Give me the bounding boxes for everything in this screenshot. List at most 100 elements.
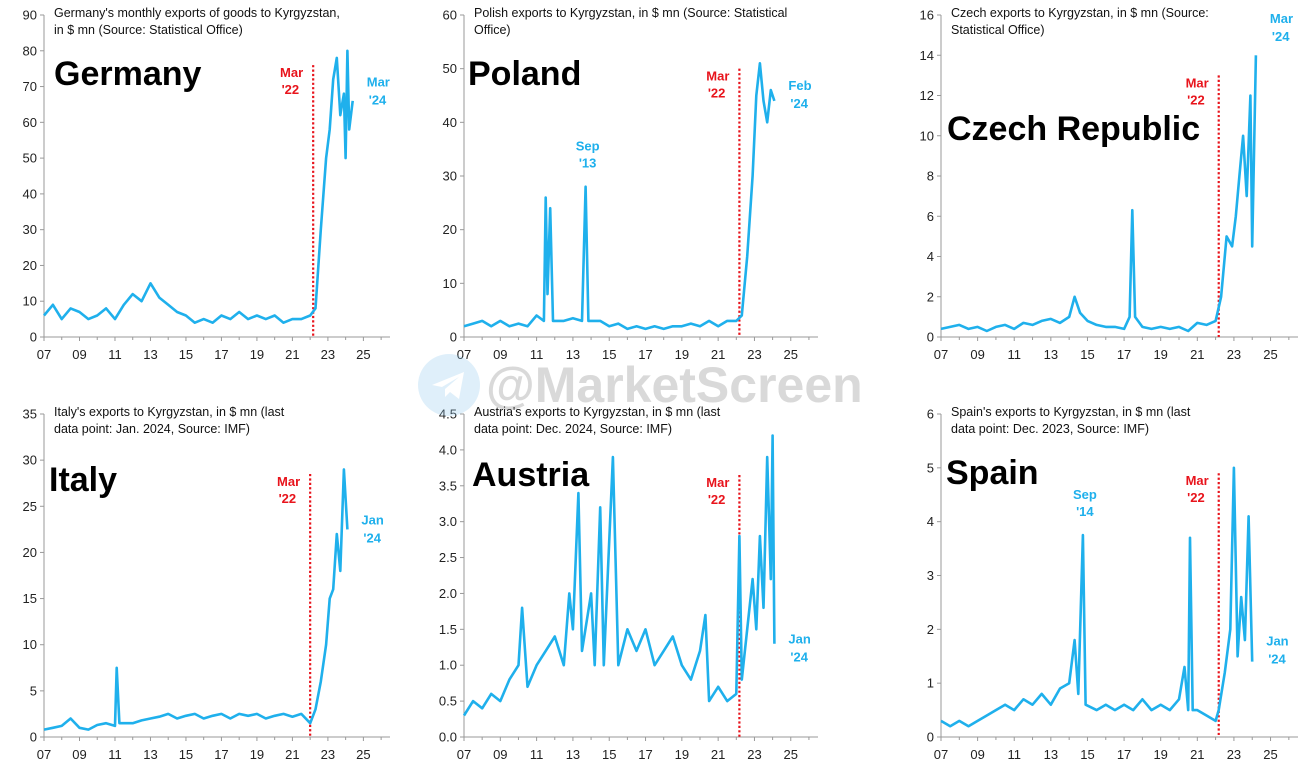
chart-title-line: data point: Jan. 2024, Source: IMF) [54,422,250,436]
x-tick-label: 19 [250,747,264,762]
x-tick-label: 21 [711,747,725,762]
y-tick-label: 5 [30,683,37,698]
marker-label: '22 [279,491,297,506]
point-label: Sep [576,139,600,154]
point-label: Sep [1073,487,1097,502]
x-tick-label: 07 [457,747,471,762]
series-line [43,468,349,731]
chart-title-line: Office) [474,23,511,37]
y-tick-label: 2.0 [439,586,457,601]
y-tick-label: 1.5 [439,622,457,637]
y-tick-label: 16 [920,8,934,23]
y-tick-label: 40 [23,186,37,201]
x-tick-label: 11 [108,347,122,362]
chart-title-line: data point: Dec. 2024, Source: IMF) [474,422,672,436]
x-tick-label: 21 [285,347,299,362]
country-label: Italy [49,461,117,499]
x-tick-label: 21 [285,747,299,762]
x-tick-label: 09 [970,747,984,762]
end-label: '24 [363,531,381,546]
marker-label: Mar [706,69,729,84]
end-label: '24 [790,96,808,111]
chart-title-line: in $ mn (Source: Statistical Office) [54,23,243,37]
x-tick-label: 19 [675,347,689,362]
marker-label: '22 [282,82,300,97]
chart-panel-czech-republic: 0 2 4 6 8 10 12 14 16 07 09 11 13 15 17 19 21 23 25 Czech e… [920,6,1298,362]
x-tick-label: 23 [747,347,761,362]
x-tick-label: 09 [493,347,507,362]
series-line [463,62,776,331]
marker-label: Mar [1186,75,1209,90]
x-tick-label: 11 [530,747,544,762]
series-line [940,466,1254,728]
series-line [940,55,1258,333]
x-tick-label: 19 [250,347,264,362]
chart-title-line: data point: Dec. 2023, Source: IMF) [951,422,1149,436]
chart-title-line: Italy's exports to Kyrgyzstan, in $ mn (… [54,405,285,419]
y-tick-label: 0 [927,730,934,745]
x-tick-label: 13 [1044,347,1058,362]
x-tick-label: 09 [970,347,984,362]
x-tick-label: 15 [1080,347,1094,362]
y-tick-label: 90 [23,8,37,23]
x-tick-label: 13 [143,347,157,362]
y-tick-label: 60 [443,8,457,23]
x-tick-label: 09 [72,347,86,362]
chart-title-line: Statistical Office) [951,23,1045,37]
x-tick-label: 11 [1007,747,1021,762]
y-tick-label: 6 [927,209,934,224]
y-tick-label: 14 [920,48,934,63]
chart-panel-austria: 0.0 0.5 1.0 1.5 2.0 2.5 3.0 3.5 4.0 4.5 07 09 11 13 15… [439,405,818,762]
y-tick-label: 25 [23,499,37,514]
y-tick-label: 80 [23,43,37,58]
y-tick-label: 12 [920,88,934,103]
x-tick-label: 15 [1080,747,1094,762]
y-tick-label: 10 [443,276,457,291]
point-label: '14 [1076,504,1094,519]
y-tick-label: 0 [927,330,934,345]
x-tick-label: 25 [356,347,370,362]
y-tick-label: 5 [927,460,934,475]
y-tick-label: 40 [443,115,457,130]
y-tick-label: 50 [23,151,37,166]
end-label: '24 [1268,651,1286,666]
x-tick-label: 17 [638,747,652,762]
country-label: Spain [946,454,1039,492]
x-tick-label: 25 [356,747,370,762]
x-tick-label: 17 [1117,347,1131,362]
chart-title-line: Polish exports to Kyrgyzstan, in $ mn (S… [474,6,787,20]
y-tick-label: 10 [23,637,37,652]
x-tick-label: 07 [934,347,948,362]
end-label: Feb [788,78,811,93]
end-label: '24 [790,650,808,665]
end-label: Mar [1270,11,1293,26]
y-tick-label: 15 [23,591,37,606]
country-label: Germany [54,55,201,93]
y-tick-label: 70 [23,79,37,94]
chart-title-line: Germany's monthly exports of goods to Ky… [54,6,340,20]
x-tick-label: 23 [1227,347,1241,362]
x-tick-label: 25 [784,747,798,762]
x-tick-label: 25 [784,347,798,362]
y-tick-label: 10 [920,128,934,143]
end-label: Jan [788,632,810,647]
x-tick-label: 07 [37,747,51,762]
end-label: '24 [369,93,387,108]
country-label: Austria [472,456,590,494]
y-tick-label: 1 [927,676,934,691]
chart-panel-poland: 0 10 20 30 40 50 60 07 09 11 13 15 17 19 21 23 25 Polish … [443,6,818,362]
marker-label: Mar [280,65,303,80]
x-tick-label: 15 [179,347,193,362]
x-tick-label: 23 [1227,747,1241,762]
x-tick-label: 07 [37,347,51,362]
marker-label: '22 [1187,490,1205,505]
y-tick-label: 8 [927,169,934,184]
x-tick-label: 09 [72,747,86,762]
series-line [43,49,354,324]
y-tick-label: 6 [927,407,934,422]
y-tick-label: 50 [443,61,457,76]
y-tick-label: 0.0 [439,730,457,745]
y-tick-label: 60 [23,115,37,130]
y-tick-label: 3 [927,568,934,583]
